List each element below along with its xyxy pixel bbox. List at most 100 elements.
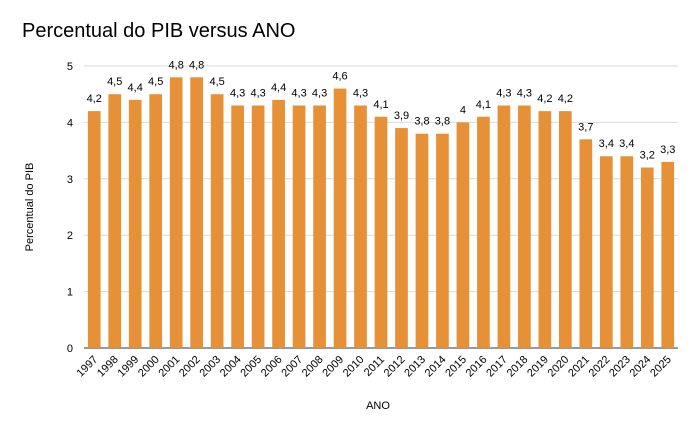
data-label: 4,4	[128, 82, 143, 94]
data-label: 3,8	[435, 116, 450, 128]
bars	[87, 77, 675, 349]
bar	[313, 105, 326, 348]
x-tick-label: 2025	[648, 354, 674, 380]
data-label: 4,5	[107, 76, 122, 88]
data-label: 4,2	[537, 93, 552, 105]
bar	[251, 105, 265, 348]
bar	[477, 116, 490, 348]
bar	[210, 94, 224, 348]
data-label: 4,3	[312, 87, 327, 99]
x-tick-label: 2013	[402, 354, 428, 380]
x-tick-label: 2002	[177, 354, 203, 380]
data-label: 4,4	[271, 82, 286, 94]
bar	[395, 128, 408, 348]
y-tick-label: 5	[67, 61, 73, 73]
data-label: 4,2	[87, 93, 102, 105]
bar	[87, 111, 101, 349]
x-tick-label: 2011	[362, 354, 387, 379]
x-tick-label: 2010	[341, 354, 367, 380]
x-tick-label: 2020	[546, 354, 572, 380]
y-axis-ticks: 0 1 2 3 4 5	[67, 61, 73, 355]
bar	[190, 77, 204, 348]
bar	[169, 77, 183, 348]
x-tick-label: 2009	[320, 354, 346, 380]
data-label: 4,3	[353, 87, 368, 99]
x-tick-label: 2021	[566, 354, 592, 380]
data-label: 4	[460, 104, 466, 116]
bar	[128, 99, 142, 348]
x-tick-label: 1998	[95, 354, 121, 380]
x-tick-label: 2008	[300, 354, 326, 380]
data-label: 4,3	[230, 87, 245, 99]
x-tick-label: 2006	[259, 354, 285, 380]
data-label: 3,3	[660, 144, 675, 156]
data-label: 4,3	[496, 87, 511, 99]
bar	[272, 99, 285, 348]
data-label: 3,9	[394, 110, 409, 122]
bar	[661, 161, 675, 348]
x-axis-ticks: 1997199819992000200120022003200420052006…	[75, 354, 674, 380]
data-label: 4,6	[332, 71, 347, 83]
x-tick-label: 2018	[505, 354, 531, 380]
bar	[620, 156, 634, 348]
bar	[599, 156, 613, 348]
data-label: 3,4	[619, 138, 634, 150]
bar	[333, 88, 347, 348]
x-tick-label: 2023	[607, 354, 633, 380]
x-tick-label: 2015	[443, 354, 469, 380]
x-tick-label: 2005	[238, 354, 264, 380]
data-label: 3,2	[640, 150, 655, 162]
x-tick-label: 1999	[116, 354, 142, 380]
bar	[456, 122, 470, 349]
data-label: 4,5	[209, 76, 224, 88]
bar	[497, 105, 511, 348]
data-label: 3,8	[414, 116, 429, 128]
bar	[415, 133, 429, 348]
bar	[518, 105, 531, 348]
y-tick-label: 1	[67, 287, 73, 299]
bar	[292, 105, 306, 348]
x-tick-label: 2019	[525, 354, 551, 380]
y-tick-label: 3	[67, 174, 73, 186]
data-label: 4,3	[250, 87, 265, 99]
x-tick-label: 2012	[382, 354, 408, 380]
bar	[149, 94, 163, 348]
bar	[354, 105, 367, 348]
data-label: 4,8	[189, 59, 204, 71]
data-labels: 4,2 4,5 4,4 4,5 4,8 4,8 4,5 4,3 4,3 4,4 4,3 4,3 4,6 4…	[87, 59, 676, 161]
x-tick-label: 2024	[628, 354, 654, 380]
data-label: 3,4	[599, 138, 614, 150]
x-tick-label: 2007	[279, 354, 305, 380]
x-tick-label: 2022	[587, 354, 613, 380]
y-tick-label: 2	[67, 230, 73, 242]
bar	[108, 94, 122, 348]
x-axis-title: ANO	[366, 400, 390, 412]
data-label: 4,1	[476, 99, 491, 111]
data-label: 4,5	[148, 76, 163, 88]
chart-title: Percentual do PIB versus ANO	[22, 20, 296, 42]
y-axis-title: Percentual do PIB	[24, 163, 36, 252]
y-tick-label: 0	[67, 343, 73, 355]
x-tick-label: 1997	[75, 354, 101, 380]
x-tick-label: 2017	[484, 354, 510, 380]
y-tick-label: 4	[67, 117, 73, 129]
x-tick-label: 2004	[218, 354, 244, 380]
data-label: 3,7	[578, 121, 593, 133]
data-label: 4,8	[169, 59, 184, 71]
x-tick-label: 2001	[156, 354, 182, 380]
bar	[436, 133, 449, 348]
bar	[579, 139, 593, 348]
bar	[374, 116, 388, 348]
x-tick-label: 2000	[136, 354, 162, 380]
bar	[640, 167, 654, 348]
x-tick-label: 2016	[464, 354, 490, 380]
data-label: 4,3	[291, 87, 306, 99]
x-tick-label: 2003	[197, 354, 223, 380]
data-label: 4,2	[558, 93, 573, 105]
x-tick-label: 2014	[423, 354, 449, 380]
data-label: 4,3	[517, 87, 532, 99]
bar	[231, 105, 244, 348]
bar	[538, 111, 552, 349]
bar	[558, 111, 572, 349]
